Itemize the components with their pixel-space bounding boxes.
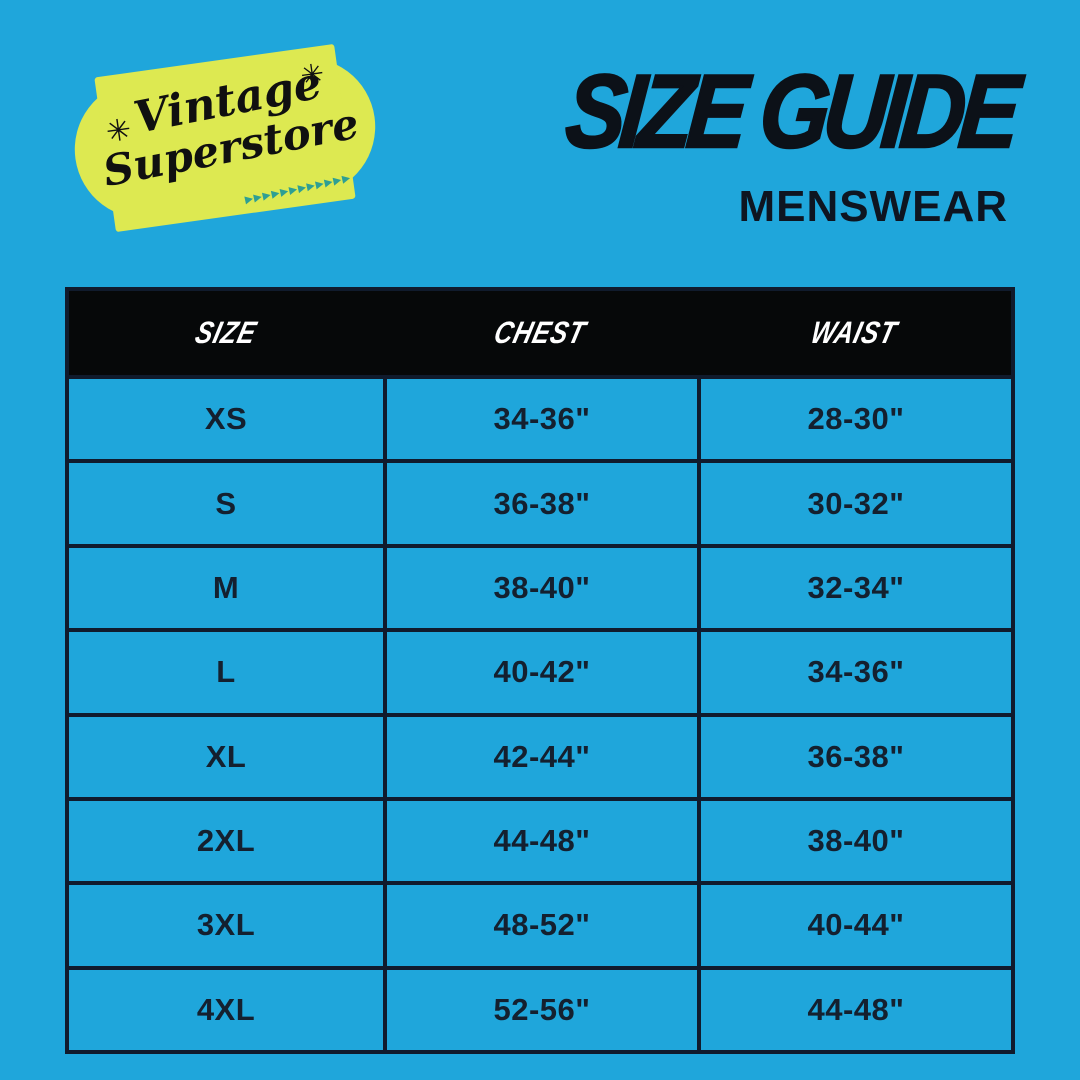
badge-content: ✳ ✳ Vintage Superstore ▸▸▸▸▸▸▸▸▸▸▸▸ [94,44,363,232]
column-header-size: SIZE [191,315,261,350]
size-cell: S [215,485,237,521]
size-cell: M [212,569,240,605]
waist-cell: 44-48" [697,969,1011,1050]
waist-cell: 38-40" [697,800,1011,882]
table-row: XS 34-36" 28-30" [69,375,1011,460]
title-block: SIZE GUIDE MENSWEAR [489,53,1020,232]
chest-cell: 52-56" [383,969,697,1050]
size-cell: XL [205,738,247,774]
chest-cell: 40-42" [383,632,697,713]
brand-badge: ✳ ✳ Vintage Superstore ▸▸▸▸▸▸▸▸▸▸▸▸ [65,43,385,233]
waist-cell: 34-36" [697,632,1011,713]
chest-cell: 44-48" [383,800,697,882]
page-title: SIZE GUIDE [560,53,1020,171]
column-header-chest: CHEST [490,315,590,350]
chest-cell: 38-40" [383,547,697,629]
table-row: XL 42-44" 36-38" [69,712,1011,797]
chest-cell: 36-38" [383,463,697,544]
chest-cell: 34-36" [383,379,697,460]
size-table: SIZE CHEST WAIST XS 34-36" 28-30" S 36-3… [65,287,1015,1054]
page-subtitle: MENSWEAR [738,182,1008,232]
size-cell: 3XL [196,907,256,943]
table-row: 3XL 48-52" 40-44" [69,881,1011,966]
waist-cell: 28-30" [697,379,1011,460]
waist-cell: 40-44" [697,885,1011,966]
table-header-row: SIZE CHEST WAIST [69,291,1011,375]
size-cell: 2XL [196,823,256,859]
chest-cell: 42-44" [383,716,697,797]
arrows-decoration-icon: ▸▸▸▸▸▸▸▸▸▸▸▸ [242,169,353,209]
table-row: 4XL 52-56" 44-48" [69,965,1011,1050]
waist-cell: 32-34" [697,547,1011,629]
table-row: S 36-38" 30-32" [69,459,1011,544]
column-header-waist: WAIST [807,315,901,350]
table-row: L 40-42" 34-36" [69,628,1011,713]
chest-cell: 48-52" [383,885,697,966]
size-cell: XS [204,401,248,437]
table-row: M 38-40" 32-34" [69,543,1011,629]
waist-cell: 30-32" [697,463,1011,544]
table-row: 2XL 44-48" 38-40" [69,796,1011,882]
waist-cell: 36-38" [697,716,1011,797]
size-cell: 4XL [196,991,256,1027]
size-cell: L [216,654,236,690]
